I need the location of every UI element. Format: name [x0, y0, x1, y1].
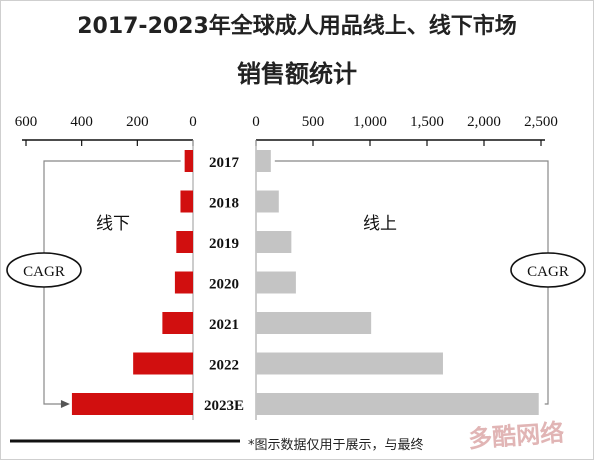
offline-bar [133, 352, 193, 375]
offline-x-tick-label: 0 [189, 114, 197, 130]
offline-bar [184, 150, 193, 172]
year-label: 2022 [209, 358, 239, 374]
offline-panel: 600 400 200 0 CAGR 线下 [6, 114, 197, 420]
footnote: *图示数据仅用于展示，与最终 [248, 438, 424, 453]
chart-title-line2: 销售额统计 [237, 60, 357, 88]
online-x-tick-label: 0 [252, 114, 260, 130]
online-bar [256, 271, 296, 294]
offline-x-tick-label: 600 [15, 114, 38, 130]
offline-bar [71, 393, 193, 415]
online-x-tick-label: 1,000 [353, 114, 387, 130]
online-x-tick-label: 500 [302, 114, 325, 130]
online-panel: 0 500 1,000 1,500 2,000 2,500 CAGR 线上 [252, 114, 586, 420]
online-x-tick-label: 2,000 [467, 114, 501, 130]
year-labels: 2017 2018 2019 2020 2021 2022 2023E [10, 155, 244, 443]
offline-series-label: 线下 [96, 214, 130, 233]
offline-x-tick-label: 400 [70, 114, 93, 130]
year-label: 2021 [209, 317, 239, 333]
online-bar [256, 312, 372, 334]
offline-bar [162, 312, 193, 334]
chart-title: 2017-2023年全球成人用品线上、线下市场 [77, 14, 517, 39]
year-label: 2023E [204, 398, 244, 414]
online-bar [256, 231, 292, 253]
online-cagr-ellipse [510, 252, 586, 288]
online-bar [256, 393, 539, 415]
offline-bar [176, 231, 193, 253]
year-label: 2019 [209, 236, 239, 252]
online-series-label: 线上 [363, 214, 397, 233]
online-cagr-label: CAGR [527, 264, 569, 280]
offline-cagr-arrowhead [60, 400, 70, 408]
online-x-tick-label: 1,500 [410, 114, 444, 130]
year-label: 2020 [209, 277, 239, 293]
online-x-tick-label: 2,500 [524, 114, 558, 130]
offline-cagr-label: CAGR [23, 264, 65, 280]
offline-bar [174, 271, 193, 294]
watermark-logo: 多酷网络 [467, 418, 566, 454]
year-label: 2018 [209, 196, 239, 212]
online-bar [256, 190, 279, 213]
year-label: 2017 [209, 155, 240, 171]
offline-cagr-ellipse [6, 252, 82, 288]
online-bar [256, 352, 443, 375]
offline-x-tick-label: 200 [126, 114, 149, 130]
online-bar [256, 150, 271, 172]
offline-bar [180, 190, 193, 213]
